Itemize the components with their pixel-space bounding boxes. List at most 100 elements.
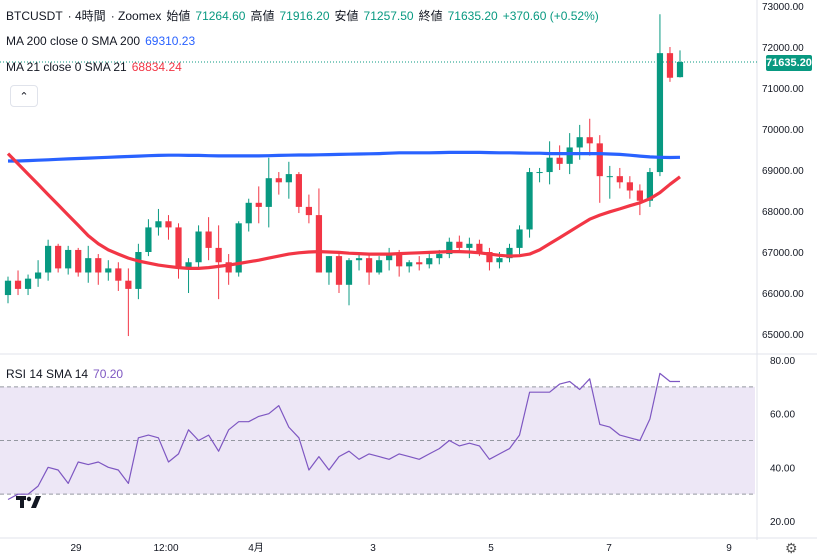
- time-tick-label: 7: [606, 543, 612, 554]
- rsi-legend[interactable]: RSI 14 SMA 14 70.20: [6, 367, 123, 381]
- rsi-line: [7, 372, 680, 501]
- candle-body: [105, 268, 112, 273]
- ma200-value: 69310.23: [145, 34, 196, 48]
- candle-body: [165, 221, 172, 228]
- collapse-legend-button[interactable]: ⌃: [10, 85, 38, 107]
- rsi-tick-label: 20.00: [770, 517, 795, 528]
- time-tick-label: 9: [726, 543, 732, 554]
- candle-body: [456, 241, 463, 248]
- candle-body: [75, 249, 82, 273]
- candle-body: [315, 215, 323, 273]
- ma21-label: MA 21 close 0 SMA 21: [6, 60, 127, 74]
- high-value: 71916.20: [279, 8, 330, 23]
- candle-body: [526, 172, 533, 230]
- low-value: 71257.50: [363, 8, 414, 23]
- candle-body: [386, 254, 393, 261]
- ma200-line: [8, 150, 681, 163]
- candle-body: [65, 249, 72, 269]
- chevron-up-icon: ⌃: [19, 90, 29, 103]
- ma21-value: 68834.24: [131, 60, 182, 74]
- price-tick-label: 68000.00: [762, 207, 804, 218]
- candle-body: [175, 227, 182, 269]
- time-tick-label: 29: [70, 543, 82, 554]
- price-tick-label: 65000.00: [762, 330, 804, 341]
- last-price-tag: 71635.20: [766, 55, 812, 71]
- candle-body: [45, 245, 52, 273]
- candle-body: [24, 278, 32, 289]
- candle-body: [205, 231, 212, 248]
- candle-body: [446, 241, 453, 255]
- candle-body: [325, 256, 333, 273]
- price-tick-label: 73000.00: [762, 2, 804, 13]
- candle-body: [335, 256, 343, 285]
- candle-body: [656, 53, 664, 173]
- candle-body: [155, 221, 162, 228]
- candle-body: [355, 258, 363, 261]
- price-tick-label: 71000.00: [762, 84, 804, 95]
- gear-icon[interactable]: ⚙: [785, 540, 798, 556]
- candle-body: [365, 258, 373, 273]
- close-value: 71635.20: [447, 8, 498, 23]
- candle-body: [295, 174, 302, 207]
- candle-body: [396, 254, 403, 267]
- candle-body: [85, 258, 92, 273]
- open-label: 始値: [166, 9, 191, 23]
- candle-body: [245, 202, 252, 224]
- candle-body: [275, 178, 282, 183]
- low-label: 安値: [334, 9, 359, 23]
- candle-body: [606, 176, 613, 178]
- ma200-label: MA 200 close 0 SMA 200: [6, 34, 141, 48]
- candle-body: [596, 143, 603, 177]
- candle-body: [125, 280, 132, 289]
- candle-body: [285, 174, 292, 183]
- ma200-legend[interactable]: MA 200 close 0 SMA 200 69310.23: [6, 34, 195, 48]
- tradingview-logo-icon: [16, 496, 41, 508]
- candle-body: [516, 229, 523, 248]
- candle-body: [566, 147, 573, 164]
- candle-body: [195, 231, 202, 263]
- interval-label[interactable]: · 4時間: [67, 9, 106, 23]
- price-tick-label: 72000.00: [762, 43, 804, 54]
- time-tick-label: 12:00: [153, 543, 178, 554]
- candle-body: [506, 247, 513, 259]
- price-tick-label: 67000.00: [762, 248, 804, 259]
- candle-body: [676, 61, 684, 78]
- candle-body: [496, 258, 503, 263]
- tradingview-logo[interactable]: [14, 490, 44, 514]
- open-value: 71264.60: [195, 8, 246, 23]
- candle-body: [185, 262, 192, 269]
- candle-body: [486, 252, 493, 263]
- time-tick-label: 4月: [248, 542, 264, 554]
- candle-body: [406, 262, 413, 267]
- candle-body: [466, 243, 473, 248]
- candle-body: [4, 280, 12, 296]
- exchange-label: · Zoomex: [110, 8, 162, 23]
- candle-body: [476, 243, 483, 252]
- candle-body: [586, 137, 593, 144]
- symbol-name[interactable]: BTCUSDT: [6, 8, 63, 23]
- rsi-tick-label: 60.00: [770, 410, 795, 421]
- candle-body: [576, 137, 583, 148]
- candle-body: [235, 223, 242, 273]
- rsi-tick-label: 80.00: [770, 356, 795, 367]
- candle-body: [616, 176, 623, 183]
- candle-body: [636, 190, 643, 201]
- candle-body: [115, 268, 122, 281]
- price-tick-label: 66000.00: [762, 289, 804, 300]
- time-tick-label: 5: [488, 543, 494, 554]
- time-tick-label: 3: [370, 543, 376, 554]
- candle-body: [646, 172, 654, 201]
- candle-body: [626, 182, 633, 191]
- candle-body: [345, 260, 353, 285]
- candle-body: [416, 262, 423, 265]
- candle-body: [265, 178, 272, 207]
- candle-body: [546, 157, 553, 173]
- ma21-line: [6, 152, 681, 270]
- candle-body: [55, 245, 62, 269]
- change-value: +370.60 (+0.52%): [502, 8, 599, 23]
- ma21-legend[interactable]: MA 21 close 0 SMA 21 68834.24: [6, 60, 182, 74]
- candle-body: [536, 172, 543, 174]
- candle-body: [34, 272, 42, 279]
- rsi-value: 70.20: [93, 367, 124, 381]
